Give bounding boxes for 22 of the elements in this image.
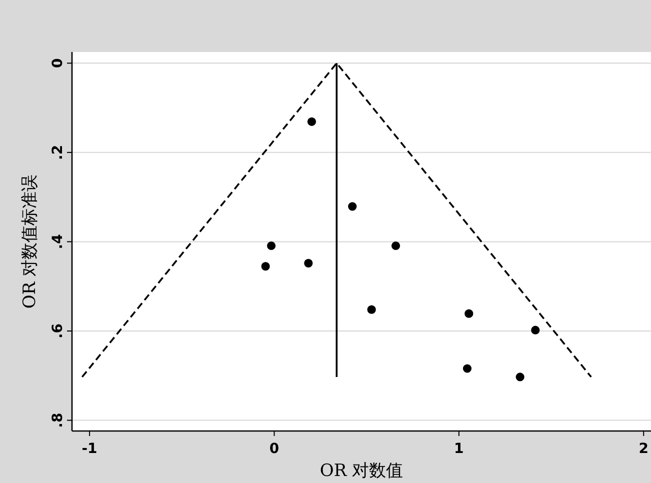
x-axis-title: OR 对数值 [320, 461, 404, 481]
x-tick-label: -1 [82, 441, 98, 457]
point [516, 372, 524, 382]
point [348, 202, 357, 211]
y-tick-label: .2 [50, 144, 66, 160]
point [266, 241, 276, 250]
y-tick-label: .6 [50, 323, 66, 339]
point [367, 305, 376, 314]
y-tick-label: .8 [50, 412, 66, 428]
x-tick-label: 0 [269, 441, 280, 457]
x-tick-label: 1 [454, 441, 464, 457]
x-tick-label: 2 [638, 441, 648, 457]
y-tick-label: 0 [50, 58, 66, 68]
point [391, 241, 400, 250]
point [307, 117, 316, 126]
y-axis-title: OR 对数值标准误 [20, 174, 40, 309]
point [531, 326, 540, 334]
point [261, 262, 270, 271]
point [304, 258, 313, 268]
point [464, 309, 474, 318]
point [462, 364, 472, 373]
y-tick-label: .4 [50, 234, 66, 250]
